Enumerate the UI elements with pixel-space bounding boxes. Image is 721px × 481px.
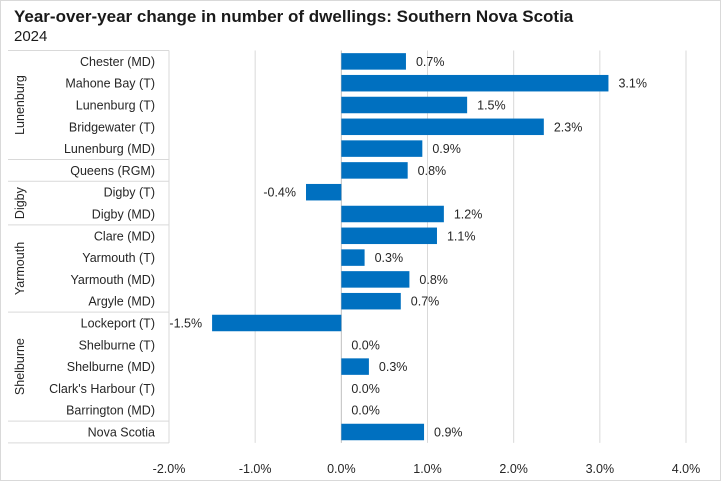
- bar: [341, 358, 369, 375]
- category-label: Chester (MD): [80, 55, 155, 69]
- data-label: 0.7%: [411, 295, 440, 309]
- bar: [341, 96, 468, 114]
- data-label: 1.2%: [454, 208, 483, 222]
- bar: [341, 74, 609, 92]
- category-label: Barrington (MD): [66, 404, 155, 418]
- x-tick-label: 4.0%: [672, 462, 701, 476]
- category-label: Bridgewater (T): [69, 120, 155, 134]
- chart-subtitle: 2024: [14, 28, 48, 45]
- category-label: Nova Scotia: [88, 426, 155, 440]
- data-label: 0.8%: [419, 273, 448, 287]
- data-label: 3.1%: [618, 77, 647, 91]
- category-label: Clare (MD): [94, 229, 155, 243]
- category-label: Argyle (MD): [88, 295, 155, 309]
- x-tick-label: 1.0%: [413, 462, 442, 476]
- category-label: Clark's Harbour (T): [49, 382, 155, 396]
- category-label: Lunenburg (T): [76, 99, 155, 113]
- group-label: Lunenburg: [13, 75, 27, 135]
- bar: [341, 249, 365, 266]
- data-label: -1.5%: [169, 317, 202, 331]
- chart-title: Year-over-year change in number of dwell…: [14, 7, 574, 26]
- category-label: Shelburne (T): [79, 338, 155, 352]
- data-label: 0.0%: [351, 338, 380, 352]
- bar: [341, 162, 408, 179]
- data-label: 0.9%: [432, 142, 461, 156]
- data-label: 0.3%: [375, 251, 404, 265]
- bar: [341, 271, 410, 288]
- data-label: 0.8%: [418, 164, 447, 178]
- bar: [341, 227, 437, 245]
- bar: [341, 292, 401, 310]
- data-label: -0.4%: [263, 186, 296, 200]
- x-tick-label: 0.0%: [327, 462, 356, 476]
- data-label: 2.3%: [554, 120, 583, 134]
- x-tick-label: -1.0%: [239, 462, 272, 476]
- category-label: Yarmouth (T): [82, 251, 155, 265]
- data-label: 1.1%: [447, 229, 476, 243]
- bar: [341, 53, 406, 70]
- bar: [341, 423, 425, 441]
- bar: [341, 140, 423, 157]
- bar: [341, 118, 544, 136]
- data-label: 0.0%: [351, 404, 380, 418]
- group-label: Digby: [13, 186, 27, 219]
- category-label: Lockeport (T): [81, 317, 155, 331]
- group-label: Yarmouth: [13, 242, 27, 295]
- category-label: Digby (MD): [92, 208, 155, 222]
- x-tick-label: 2.0%: [499, 462, 528, 476]
- data-label: 0.9%: [434, 426, 463, 440]
- data-label: 0.7%: [416, 55, 445, 69]
- bar: [306, 183, 342, 201]
- data-label: 1.5%: [477, 99, 506, 113]
- category-label: Queens (RGM): [70, 164, 155, 178]
- data-label: 0.3%: [379, 360, 408, 374]
- category-label: Digby (T): [104, 186, 155, 200]
- bar: [341, 205, 444, 223]
- category-label: Shelburne (MD): [67, 360, 155, 374]
- group-label: Shelburne: [13, 338, 27, 395]
- x-tick-label: 3.0%: [586, 462, 615, 476]
- x-tick-label: -2.0%: [153, 462, 186, 476]
- data-label: 0.0%: [351, 382, 380, 396]
- bar: [212, 314, 342, 332]
- category-label: Yarmouth (MD): [70, 273, 155, 287]
- category-label: Mahone Bay (T): [65, 77, 155, 91]
- category-label: Lunenburg (MD): [64, 142, 155, 156]
